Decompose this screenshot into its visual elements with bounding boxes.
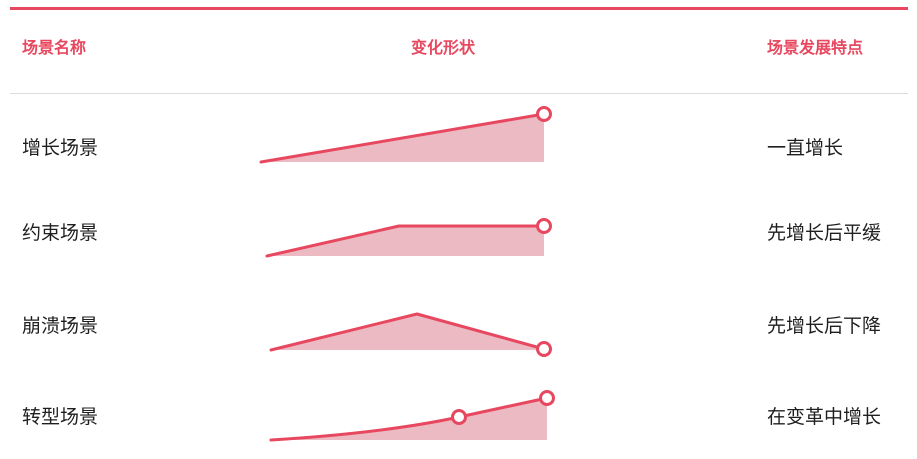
shape-rise-linear-graphic bbox=[259, 106, 552, 164]
header-scenario-name: 场景名称 bbox=[22, 38, 87, 57]
shape-rise-then-fall-graphic bbox=[269, 312, 552, 357]
row-name: 约束场景 bbox=[22, 222, 99, 244]
shape-slow-then-accelerate bbox=[255, 367, 565, 459]
row-name: 转型场景 bbox=[22, 406, 99, 428]
row-name: 增长场景 bbox=[22, 137, 99, 159]
row-trait: 一直增长 bbox=[767, 137, 844, 159]
shape-line bbox=[259, 112, 546, 164]
table-row-constraint: 约束场景 先增长后平缓 bbox=[0, 194, 917, 286]
shape-rise-then-fall bbox=[255, 286, 565, 378]
row-trait: 先增长后平缓 bbox=[767, 222, 882, 244]
header-development-trait: 场景发展特点 bbox=[767, 38, 864, 57]
shape-area bbox=[267, 226, 544, 256]
shape-end-marker bbox=[536, 341, 552, 357]
table-header: 场景名称 变化形状 场景发展特点 bbox=[0, 36, 917, 66]
row-name: 崩溃场景 bbox=[22, 315, 99, 337]
shape-rise-linear bbox=[255, 102, 565, 194]
row-trait: 在变革中增长 bbox=[767, 406, 882, 428]
shape-line bbox=[265, 224, 546, 258]
top-accent-rule bbox=[10, 7, 908, 10]
table-row-collapse: 崩溃场景 先增长后下降 bbox=[0, 286, 917, 378]
shape-end-marker bbox=[536, 218, 552, 234]
table-row-growth: 增长场景 一直增长 bbox=[0, 102, 917, 194]
row-trait: 先增长后下降 bbox=[767, 315, 882, 337]
header-divider bbox=[10, 93, 908, 94]
shape-end-marker bbox=[539, 390, 555, 406]
shape-line bbox=[269, 312, 546, 352]
shape-area bbox=[271, 314, 544, 350]
shape-line bbox=[269, 396, 549, 442]
header-change-shape: 变化形状 bbox=[411, 38, 476, 57]
shape-rise-then-flat bbox=[255, 194, 565, 286]
shape-rise-then-flat-graphic bbox=[265, 218, 552, 258]
shape-slow-then-accelerate-graphic bbox=[269, 390, 555, 442]
shape-end-marker bbox=[536, 106, 552, 122]
table-row-transformation: 转型场景 在变革中增长 bbox=[0, 367, 917, 459]
shape-area bbox=[271, 398, 547, 440]
shape-midpoint-marker bbox=[451, 409, 467, 425]
